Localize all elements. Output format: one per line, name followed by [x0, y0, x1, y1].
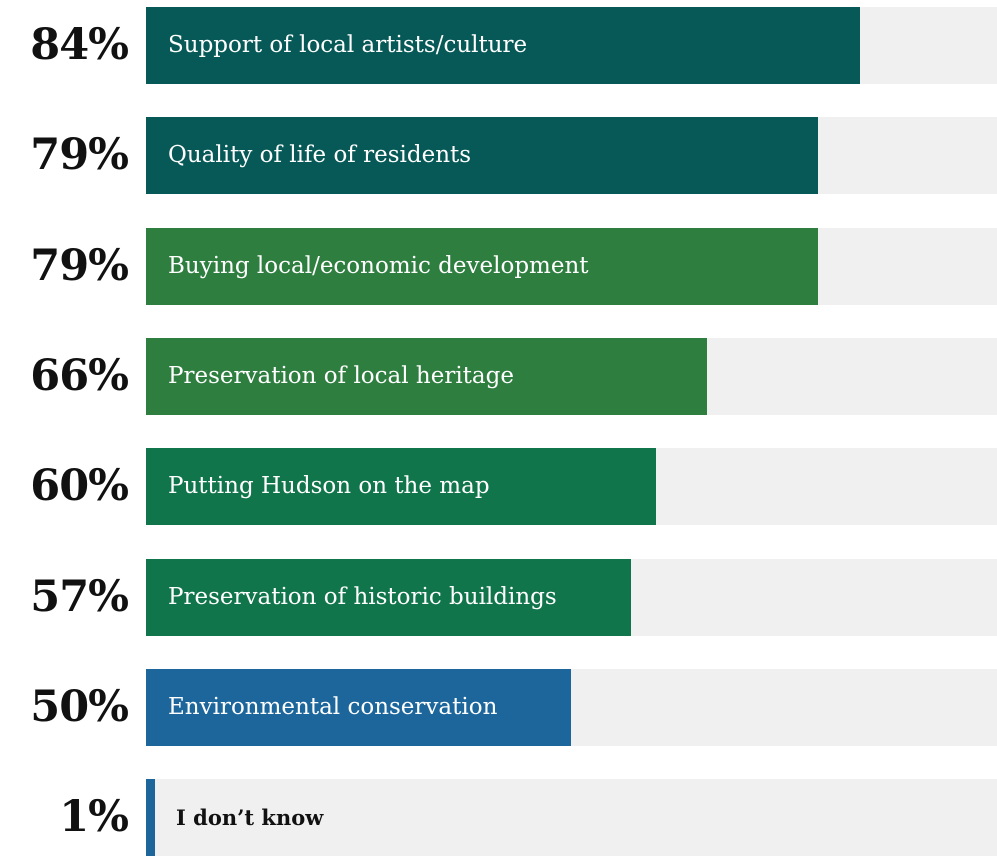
- bar-row: 1% I don’t know: [0, 779, 997, 856]
- value-label: 79%: [30, 241, 129, 291]
- category-label: Putting Hudson on the map: [168, 473, 490, 499]
- bar: [146, 117, 818, 194]
- bar: [146, 7, 860, 84]
- category-label: Preservation of local heritage: [168, 363, 514, 389]
- bar-track: Buying local/economic development: [146, 228, 997, 305]
- value-label: 1%: [59, 792, 129, 842]
- bar-track: Support of local artists/culture: [146, 7, 997, 84]
- bar: [146, 448, 656, 525]
- category-label: Buying local/economic development: [168, 253, 589, 279]
- bar: [146, 669, 571, 746]
- bar-track: Quality of life of residents: [146, 117, 997, 194]
- bar-track: I don’t know: [146, 779, 997, 856]
- bar: [146, 779, 155, 856]
- bar-track: Preservation of historic buildings: [146, 559, 997, 636]
- bar-track: Putting Hudson on the map: [146, 448, 997, 525]
- bar-row: 50% Environmental conservation: [0, 669, 997, 746]
- bar-row: 60% Putting Hudson on the map: [0, 448, 997, 525]
- category-label: Quality of life of residents: [168, 142, 472, 168]
- value-label: 50%: [30, 682, 129, 732]
- bar: [146, 228, 818, 305]
- bar: [146, 559, 631, 636]
- category-label: I don’t know: [176, 805, 324, 830]
- bar: [146, 338, 707, 415]
- value-label: 66%: [30, 351, 129, 401]
- bar-row: 57% Preservation of historic buildings: [0, 559, 997, 636]
- category-label: Support of local artists/culture: [168, 32, 528, 58]
- category-label: Preservation of historic buildings: [168, 584, 557, 610]
- bar-track: Environmental conservation: [146, 669, 997, 746]
- value-label: 84%: [30, 20, 129, 70]
- bar-row: 79% Quality of life of residents: [0, 117, 997, 194]
- value-label: 79%: [30, 130, 129, 180]
- bar-track: Preservation of local heritage: [146, 338, 997, 415]
- value-label: 57%: [30, 572, 129, 622]
- bar-row: 66% Preservation of local heritage: [0, 338, 997, 415]
- bar-row: 79% Buying local/economic development: [0, 228, 997, 305]
- value-label: 60%: [30, 461, 129, 511]
- bar-row: 84% Support of local artists/culture: [0, 7, 997, 84]
- category-label: Environmental conservation: [168, 694, 498, 720]
